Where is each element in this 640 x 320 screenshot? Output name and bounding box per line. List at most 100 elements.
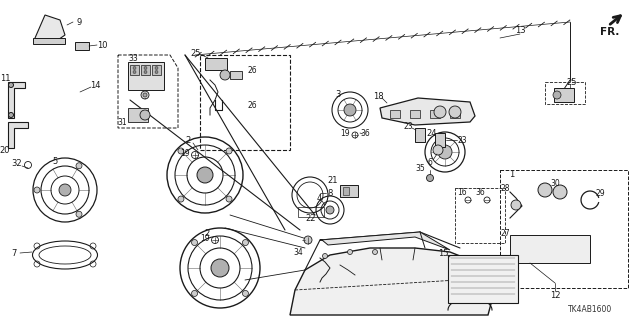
Circle shape	[8, 83, 13, 87]
Text: 7: 7	[12, 249, 17, 258]
Bar	[554, 88, 574, 102]
Text: 4: 4	[316, 194, 322, 203]
Bar	[545, 82, 585, 104]
Text: 28: 28	[500, 183, 509, 193]
Bar	[128, 62, 164, 90]
Circle shape	[211, 259, 229, 277]
Text: 9: 9	[76, 18, 82, 27]
Text: 36: 36	[360, 129, 370, 138]
Text: 26: 26	[247, 66, 257, 75]
Text: 18: 18	[372, 92, 383, 100]
Text: 29: 29	[595, 188, 605, 197]
Circle shape	[140, 110, 150, 120]
Circle shape	[8, 113, 13, 117]
Circle shape	[226, 196, 232, 202]
Bar	[205, 58, 227, 70]
Text: 2: 2	[204, 228, 210, 237]
Text: •: •	[144, 98, 146, 102]
Text: 11: 11	[0, 74, 10, 83]
Circle shape	[426, 174, 433, 181]
Polygon shape	[35, 15, 65, 42]
Bar	[128, 108, 148, 122]
Circle shape	[243, 240, 248, 245]
Bar	[230, 71, 242, 79]
Circle shape	[434, 106, 446, 118]
Text: 3: 3	[335, 90, 340, 99]
Text: 15: 15	[438, 249, 448, 258]
Text: 32: 32	[12, 158, 22, 167]
Text: 22: 22	[306, 213, 316, 222]
Bar	[141, 65, 150, 75]
Bar	[415, 128, 425, 142]
Text: 35: 35	[415, 164, 425, 172]
Text: FR.: FR.	[600, 27, 620, 37]
Circle shape	[133, 70, 136, 74]
Text: 1: 1	[509, 170, 515, 179]
Circle shape	[76, 163, 82, 169]
Text: 25: 25	[567, 77, 577, 86]
Circle shape	[34, 187, 40, 193]
Text: 5: 5	[52, 156, 58, 165]
Text: 24: 24	[427, 129, 437, 138]
Circle shape	[220, 70, 230, 80]
Circle shape	[326, 206, 334, 214]
Bar	[448, 255, 518, 303]
Text: 25: 25	[191, 49, 201, 58]
Text: 14: 14	[90, 81, 100, 90]
Circle shape	[144, 70, 147, 74]
Circle shape	[178, 196, 184, 202]
Bar	[298, 207, 324, 217]
Circle shape	[178, 148, 184, 154]
Text: 31: 31	[117, 117, 127, 126]
Circle shape	[197, 167, 213, 183]
Bar	[410, 110, 420, 118]
Bar	[340, 185, 358, 197]
Polygon shape	[380, 98, 475, 125]
Bar	[343, 187, 349, 195]
Bar	[130, 65, 139, 75]
Bar	[75, 42, 89, 50]
Circle shape	[155, 70, 158, 74]
Circle shape	[191, 291, 198, 296]
Circle shape	[76, 211, 82, 217]
Text: 16: 16	[457, 188, 467, 196]
Bar	[455, 188, 505, 243]
Text: 33: 33	[128, 53, 138, 62]
Text: 12: 12	[550, 291, 560, 300]
Circle shape	[511, 200, 521, 210]
Circle shape	[226, 148, 232, 154]
Text: 6: 6	[428, 157, 433, 166]
Circle shape	[538, 183, 552, 197]
Text: 36: 36	[475, 188, 485, 196]
Text: TK4AB1600: TK4AB1600	[568, 306, 612, 315]
Polygon shape	[8, 122, 28, 148]
Text: 21: 21	[328, 175, 339, 185]
Text: 23: 23	[403, 122, 413, 131]
Circle shape	[243, 291, 248, 296]
Circle shape	[323, 253, 328, 259]
Circle shape	[433, 145, 443, 155]
Circle shape	[553, 91, 561, 99]
Circle shape	[553, 185, 567, 199]
Bar	[390, 110, 400, 118]
Circle shape	[304, 236, 312, 244]
Circle shape	[191, 240, 198, 245]
Polygon shape	[8, 82, 25, 118]
Text: 26: 26	[247, 100, 257, 109]
Text: 30: 30	[550, 179, 560, 188]
Text: 19: 19	[340, 129, 350, 138]
Circle shape	[141, 91, 149, 99]
Bar	[435, 133, 445, 147]
Text: 23: 23	[457, 135, 467, 145]
Polygon shape	[290, 248, 492, 315]
Text: 8: 8	[327, 188, 333, 197]
Circle shape	[344, 104, 356, 116]
Text: 10: 10	[97, 41, 108, 50]
Circle shape	[372, 250, 378, 254]
Text: 2: 2	[186, 135, 191, 145]
Bar	[500, 170, 628, 288]
Text: 27: 27	[500, 228, 510, 237]
Bar	[200, 55, 290, 150]
Circle shape	[449, 106, 461, 118]
Circle shape	[438, 145, 452, 159]
